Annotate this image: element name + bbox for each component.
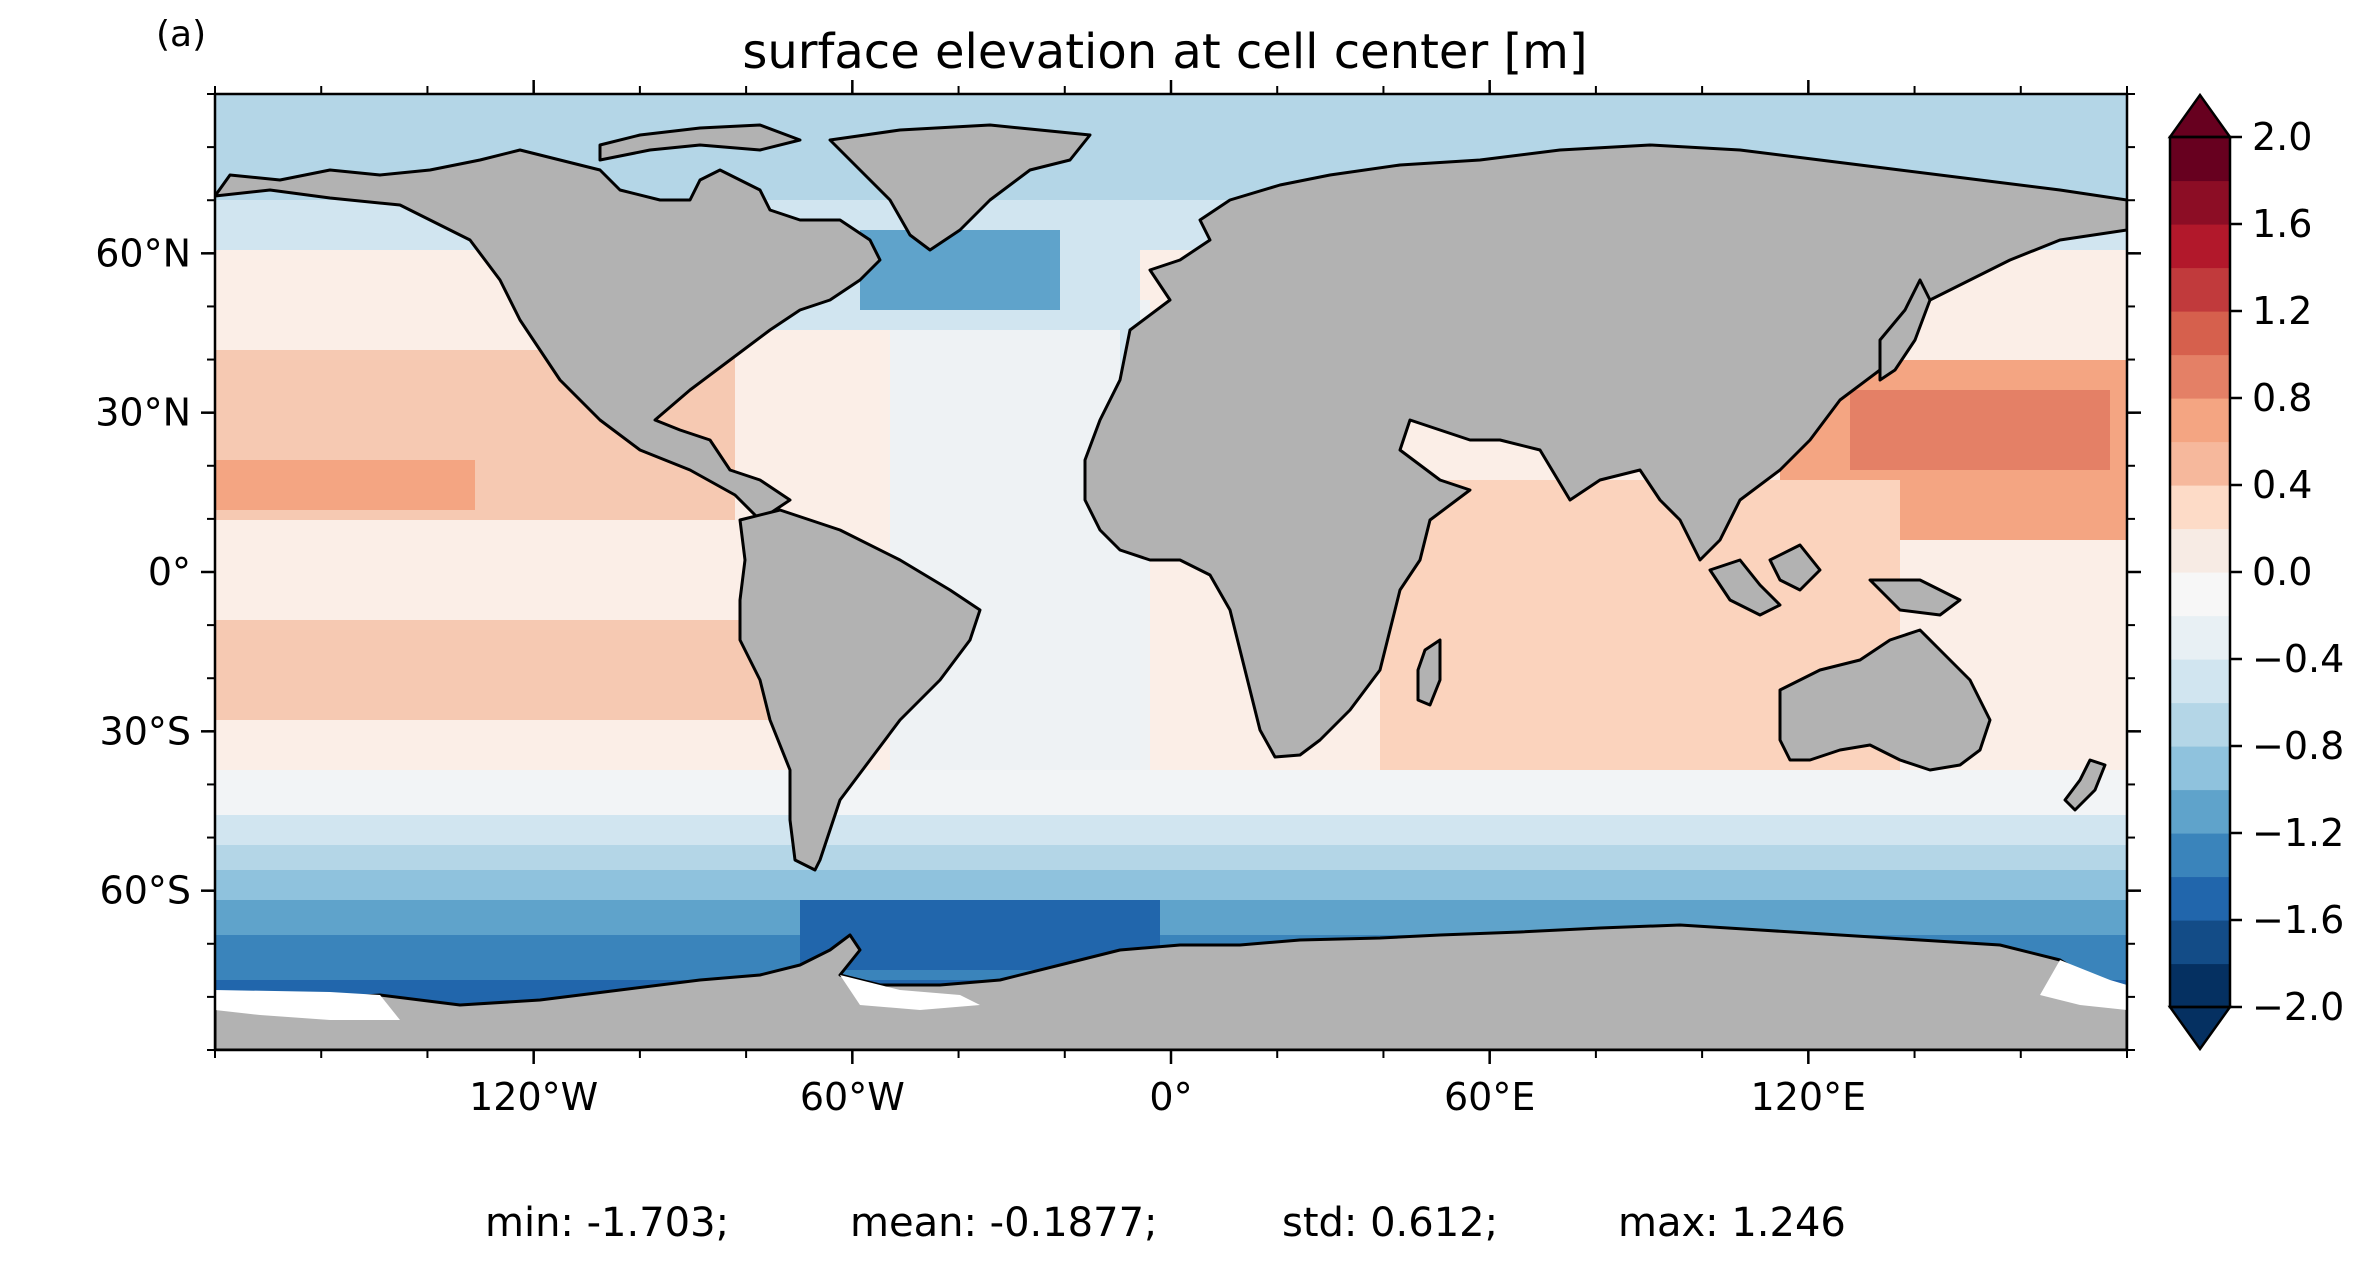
lat-tick-label: 60°N bbox=[95, 231, 191, 275]
colorbar-tick-label: −0.4 bbox=[2252, 637, 2344, 681]
stat-min: min: -1.703; bbox=[485, 1200, 730, 1246]
colorbar-tick-label: −0.8 bbox=[2252, 724, 2344, 768]
longitude-axis: 120°W 60°W 0° 60°E 120°E bbox=[214, 80, 2128, 1119]
colorbar-segment bbox=[2170, 789, 2230, 834]
colorbar-tick-label: 0.4 bbox=[2252, 463, 2312, 507]
japan bbox=[1878, 278, 1932, 382]
canadian-arctic bbox=[598, 123, 802, 162]
colorbar-segment bbox=[2170, 746, 2230, 791]
panel-label: (a) bbox=[156, 14, 207, 55]
antarctica bbox=[215, 923, 2127, 1050]
stat-max: max: 1.246 bbox=[1618, 1200, 1846, 1246]
lon-tick-label: 60°W bbox=[800, 1075, 905, 1119]
lon-tick-label: 120°E bbox=[1751, 1075, 1867, 1119]
south-america bbox=[738, 508, 982, 872]
colorbar: 2.0 1.6 1.2 0.8 0.4 0.0 −0.4 −0.8 −1.2 −1.6 −2.0 bbox=[2167, 92, 2344, 1052]
lat-tick-label: 30°S bbox=[100, 709, 191, 753]
colorbar-tick-label: −1.6 bbox=[2252, 898, 2344, 942]
colorbar-segment bbox=[2170, 137, 2230, 182]
map-title: surface elevation at cell center [m] bbox=[742, 24, 1588, 80]
colorbar-segment bbox=[2170, 833, 2230, 878]
madagascar bbox=[1416, 638, 1442, 707]
north-america bbox=[215, 148, 882, 522]
colorbar-segment bbox=[2170, 441, 2230, 486]
colorbar-segment bbox=[2170, 180, 2230, 225]
colorbar-segment bbox=[2170, 354, 2230, 399]
lat-tick-label: 30°N bbox=[95, 391, 191, 435]
australia bbox=[1778, 628, 1992, 772]
colorbar-extend-min bbox=[2167, 1005, 2233, 1052]
colorbar-segment bbox=[2170, 615, 2230, 660]
indonesia bbox=[1708, 543, 1962, 617]
new-zealand bbox=[2063, 758, 2107, 812]
colorbar-segment bbox=[2170, 267, 2230, 312]
stat-mean: mean: -0.1877; bbox=[850, 1200, 1158, 1246]
colorbar-tick-label: −2.0 bbox=[2252, 985, 2344, 1029]
lon-tick-label: 0° bbox=[1149, 1075, 1192, 1119]
colorbar-segment bbox=[2170, 659, 2230, 704]
lat-tick-label: 0° bbox=[148, 550, 191, 594]
lat-tick-label: 60°S bbox=[100, 869, 191, 913]
colorbar-segment bbox=[2170, 528, 2230, 573]
colorbar-tick-label: 0.0 bbox=[2252, 550, 2312, 594]
colorbar-segment bbox=[2170, 485, 2230, 530]
colorbar-tick-label: 2.0 bbox=[2252, 115, 2312, 159]
colorbar-tick-label: 1.6 bbox=[2252, 202, 2312, 246]
colorbar-segment bbox=[2170, 876, 2230, 921]
ice-shelves bbox=[215, 960, 2127, 1020]
colorbar-tick-label: −1.2 bbox=[2252, 811, 2344, 855]
colorbar-segment bbox=[2170, 963, 2230, 1008]
colorbar-segment bbox=[2170, 311, 2230, 356]
latitude-axis: 60°N 30°N 0° 30°S 60°S bbox=[95, 93, 2141, 1051]
colorbar-tick-label: 1.2 bbox=[2252, 289, 2312, 333]
greenland bbox=[828, 123, 1092, 252]
lon-tick-label: 120°W bbox=[469, 1075, 598, 1119]
colorbar-segment bbox=[2170, 702, 2230, 747]
africa-eurasia bbox=[1083, 143, 2127, 759]
colorbar-tick-label: 0.8 bbox=[2252, 376, 2312, 420]
colorbar-segment bbox=[2170, 572, 2230, 617]
lon-tick-label: 60°E bbox=[1444, 1075, 1535, 1119]
land-masses bbox=[215, 123, 2127, 1050]
colorbar-segment bbox=[2170, 920, 2230, 965]
colorbar-segment bbox=[2170, 398, 2230, 443]
colorbar-extend-max bbox=[2167, 92, 2233, 139]
colorbar-segment bbox=[2170, 224, 2230, 269]
stat-std: std: 0.612; bbox=[1282, 1200, 1499, 1246]
